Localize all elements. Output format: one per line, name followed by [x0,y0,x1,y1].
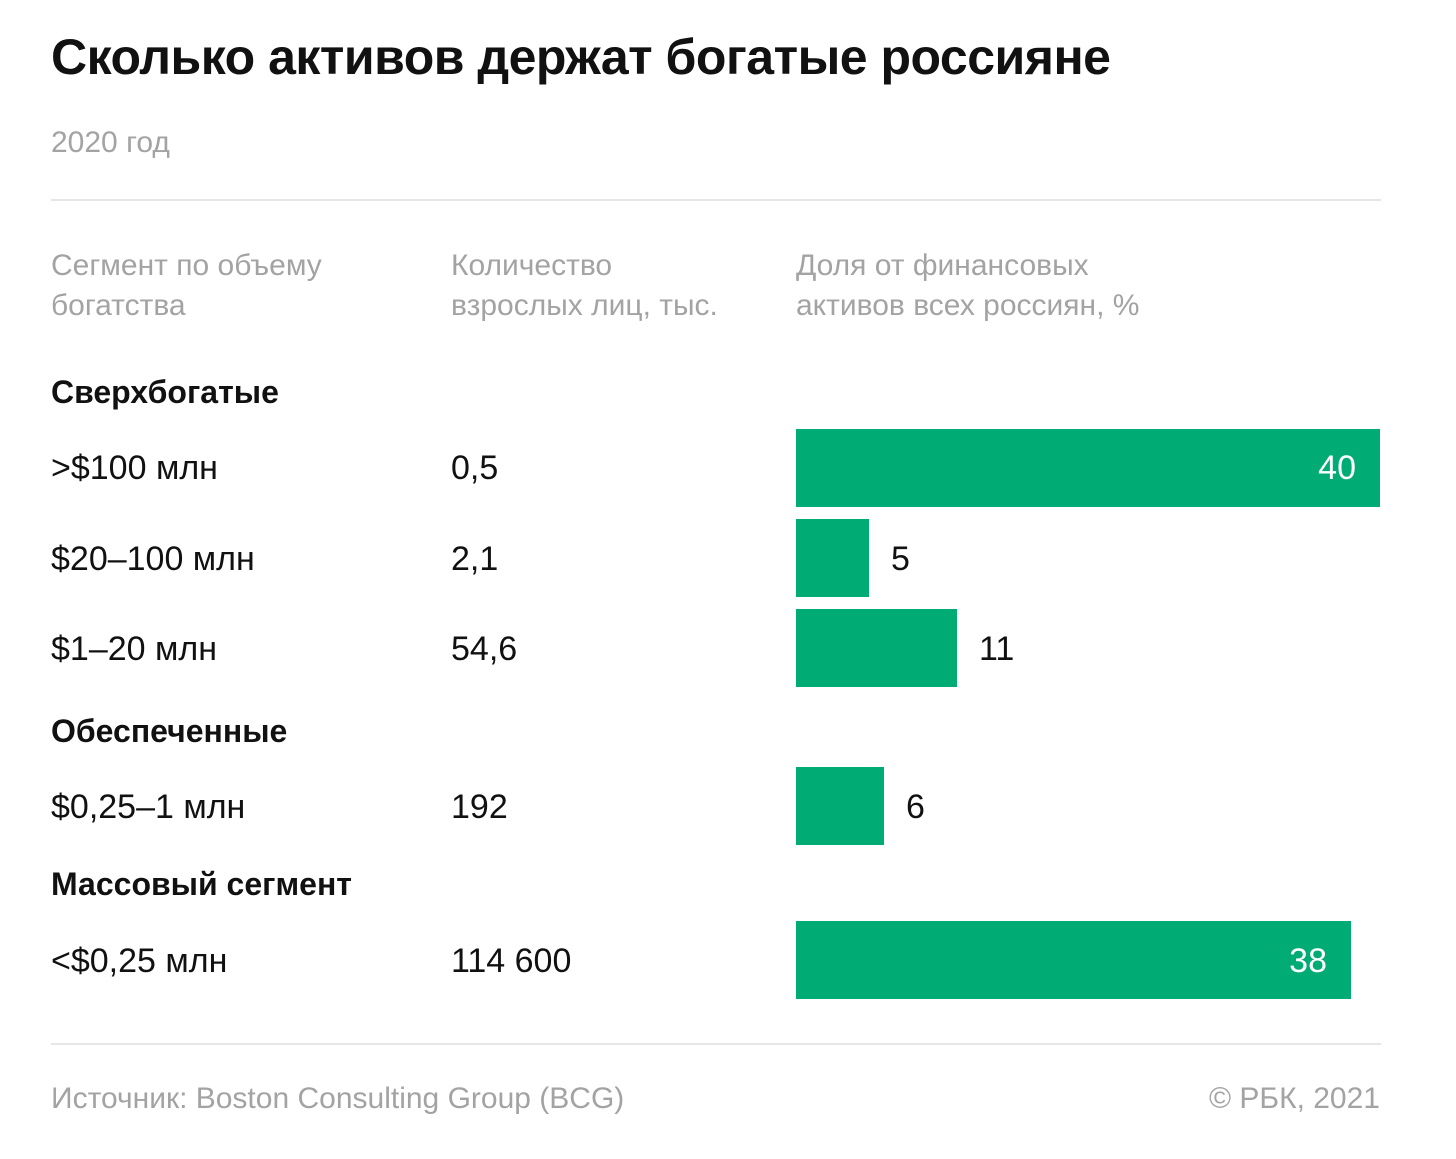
group-label-affluent: Обеспеченные [51,713,288,749]
bar-value-row-0: 40 [1318,449,1356,487]
group-label-ultra-rich: Сверхбогатые [51,374,279,410]
bar-row-1 [796,519,869,597]
column-header-share: Доля от финансовых активов всех россиян,… [796,246,1139,326]
row-count: 114 600 [451,942,572,980]
bar-value-row-4: 38 [1289,942,1327,980]
column-header-share-line-2: активов всех россиян, % [796,289,1140,322]
copyright-note: © РБК, 2021 [1208,1082,1380,1115]
bar-value-row-2: 11 [979,630,1015,668]
column-header-count-line-1: Количество [451,249,613,282]
group-label-mass-segment: Массовый сегмент [51,866,352,902]
column-header-segment: Сегмент по объему богатства [51,246,322,326]
bar-row-0 [796,429,1380,507]
source-note: Источник: Boston Consulting Group (BCG) [51,1082,625,1115]
column-header-count-line-2: взрослых лиц, тыс. [451,289,718,322]
row-count: 192 [451,788,508,826]
bottom-divider [51,1043,1381,1045]
row-label: $20–100 млн [51,540,255,578]
bar-value-row-1: 5 [891,540,910,578]
bar-row-4 [796,921,1351,999]
row-count: 54,6 [451,630,518,668]
row-label: $1–20 млн [51,630,217,668]
row-count: 0,5 [451,449,499,487]
chart-title: Сколько активов держат богатые россияне [51,29,1111,85]
row-label: <$0,25 млн [51,942,228,980]
bar-row-2 [796,609,957,687]
column-header-share-line-1: Доля от финансовых [796,249,1089,282]
chart-subtitle: 2020 год [51,126,170,159]
bar-value-row-3: 6 [906,788,925,826]
column-header-segment-line-1: Сегмент по объему [51,249,322,282]
row-label: $0,25–1 млн [51,788,246,826]
row-count: 2,1 [451,540,499,578]
bar-row-3 [796,767,884,845]
column-header-segment-line-2: богатства [51,289,186,322]
top-divider [51,199,1381,201]
column-header-count: Количество взрослых лиц, тыс. [451,246,718,326]
row-label: >$100 млн [51,449,218,487]
